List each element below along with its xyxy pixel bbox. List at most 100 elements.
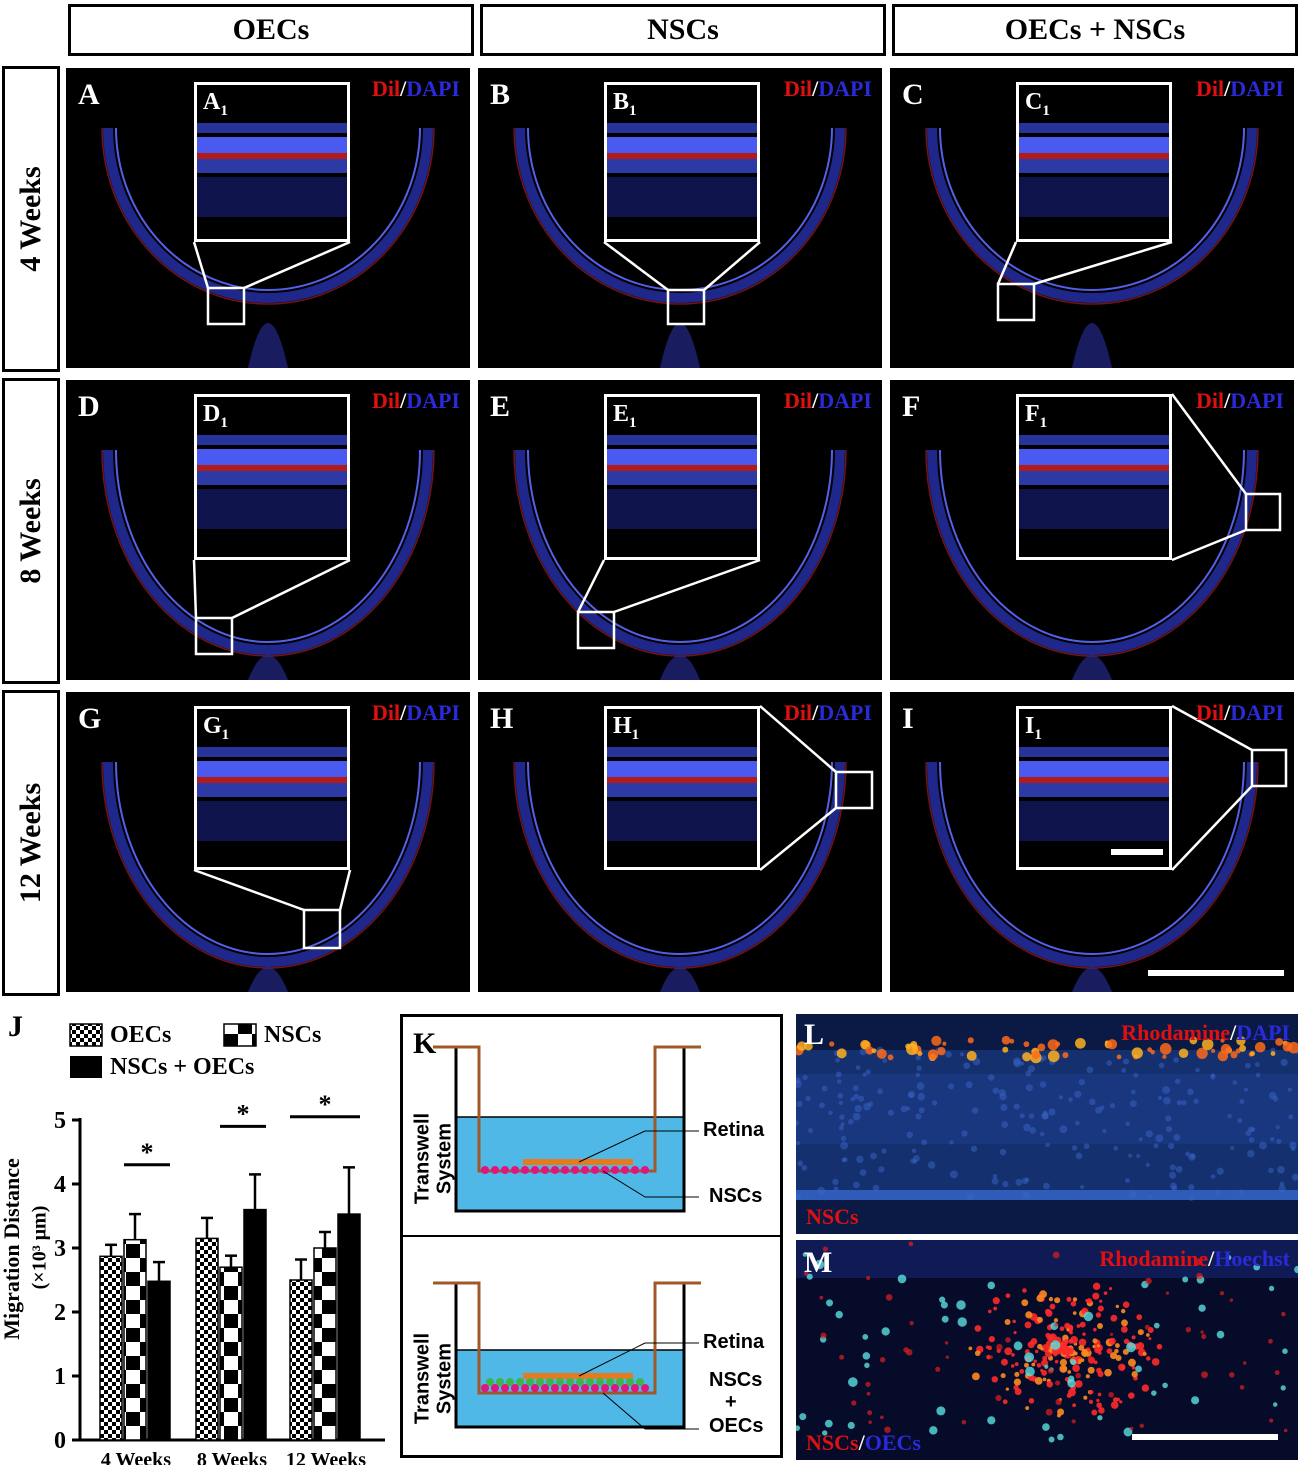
stain-dil: Dil	[783, 388, 813, 413]
transwell-diagram	[403, 1045, 780, 1430]
panel-a: A Dil/DAPI A1	[66, 68, 470, 368]
zoom-source-box	[206, 286, 246, 326]
inset-subscript: 1	[629, 414, 637, 431]
legend-swatch-combined	[70, 1056, 102, 1078]
stain-label: Dil/DAPI	[1196, 388, 1284, 414]
stain-sep: /	[812, 700, 819, 725]
retina-section-image	[513, 705, 874, 992]
insert-walls-bottom	[433, 1281, 701, 1395]
nsc-cell	[531, 1384, 539, 1392]
stain-dapi: DAPI	[818, 76, 872, 101]
stain-label: Dil/DAPI	[784, 388, 872, 414]
stain-label: Dil/DAPI	[784, 76, 872, 102]
stain-dapi: DAPI	[406, 388, 460, 413]
oec-cell	[516, 1378, 524, 1386]
inset-d1: D1	[194, 394, 350, 560]
stain-dil: Dil	[783, 700, 813, 725]
y-axis-label-line1: Migration Distance	[0, 1158, 24, 1340]
bar	[219, 1266, 243, 1441]
nsc-cell	[541, 1384, 549, 1392]
nsc-dots-top	[481, 1166, 649, 1174]
panel-letter: B	[490, 78, 511, 111]
nsc-cell	[641, 1166, 649, 1174]
nsc-cell	[571, 1384, 579, 1392]
stain-dapi: DAPI	[406, 76, 460, 101]
retina-section-image	[925, 393, 1282, 680]
retina-section-image	[513, 127, 847, 368]
bar	[337, 1213, 361, 1441]
legend-nscs-label: NSCs	[264, 1022, 322, 1048]
panel-letter: H	[490, 702, 514, 735]
stain-dapi: DAPI	[1230, 76, 1284, 101]
panel-l-stain: Rhodamine/DAPI	[1121, 1020, 1290, 1046]
oec-cell	[626, 1378, 634, 1386]
stain-dapi: DAPI	[1236, 1020, 1290, 1045]
stain-sep: /	[400, 76, 407, 101]
inset-image	[607, 747, 757, 841]
nsc-cell	[561, 1384, 569, 1392]
retina-section-image	[101, 127, 435, 368]
x-tick-label: 8 Weeks	[197, 1449, 267, 1465]
legend-swatch-nscs	[223, 1023, 257, 1047]
stain-dil: Dil	[1195, 76, 1225, 101]
bar	[147, 1280, 171, 1441]
panel-letter: A	[78, 78, 100, 111]
outer-well-bottom	[456, 1350, 684, 1427]
significance-star: *	[141, 1138, 154, 1167]
inset-e1: E1	[604, 394, 760, 560]
retina-section-image	[513, 449, 847, 680]
row-header-8-weeks: 8 Weeks	[2, 378, 60, 684]
inset-label: A1	[203, 89, 228, 120]
bar	[195, 1237, 219, 1441]
panel-m-image	[796, 1240, 1298, 1460]
bar	[99, 1255, 123, 1441]
stain-hoechst: Hoechst	[1214, 1246, 1290, 1271]
nsc-cell	[511, 1166, 519, 1174]
panel-l-label: L	[804, 1018, 825, 1051]
inset-subscript: 1	[631, 726, 640, 743]
retina-section-image	[101, 761, 435, 992]
inset-label: E1	[613, 401, 637, 432]
nsc-cell	[531, 1166, 539, 1174]
nsc-cell	[481, 1384, 489, 1392]
zoom-source-box	[666, 288, 706, 326]
stain-sep: /	[400, 700, 407, 725]
column-header-label: NSCs	[647, 13, 719, 46]
stain-label: Dil/DAPI	[372, 388, 460, 414]
nsc-cell	[591, 1166, 599, 1174]
inset-letter: D	[203, 401, 221, 427]
column-header-nscs: NSCs	[480, 4, 886, 56]
nsc-cell	[621, 1166, 629, 1174]
stain-sep: /	[1224, 76, 1231, 101]
retina-bottom	[523, 1373, 633, 1379]
nsc-cell	[591, 1384, 599, 1392]
inset-image	[1019, 435, 1169, 529]
y-tick-label: 2	[54, 1300, 66, 1326]
nsc-cell	[511, 1384, 519, 1392]
inset-label: D1	[203, 401, 228, 432]
nsc-cell	[491, 1166, 499, 1174]
inset-image	[1019, 123, 1169, 217]
legend-oecs-label: OECs	[110, 1022, 172, 1048]
nsc-cell	[601, 1384, 609, 1392]
y-tick-label: 1	[54, 1364, 66, 1390]
oec-cell	[506, 1378, 514, 1386]
panel-l: L Rhodamine/DAPI NSCs	[796, 1014, 1298, 1234]
oec-cell	[526, 1378, 534, 1386]
inset-b1: B1	[604, 82, 760, 242]
nsc-cell	[481, 1166, 489, 1174]
transwell-label-bottom-1: Transwell	[411, 1332, 434, 1425]
inset-label: G1	[203, 713, 229, 744]
oec-cell	[496, 1378, 504, 1386]
y-axis-label-line2: (×10³ μm)	[28, 1205, 51, 1290]
retina-section-image	[925, 704, 1288, 992]
caption-nscs: NSCs	[806, 1430, 859, 1455]
inset-f1: F1	[1016, 394, 1172, 560]
panel-g: G Dil/DAPI G1	[66, 692, 470, 992]
panel-letter: D	[78, 390, 100, 423]
inset-letter: A	[203, 89, 221, 115]
nsc-cell	[551, 1384, 559, 1392]
column-header-oecs: OECs	[68, 4, 474, 56]
row-header-4-weeks: 4 Weeks	[2, 66, 60, 372]
inset-label: I1	[1025, 713, 1042, 744]
